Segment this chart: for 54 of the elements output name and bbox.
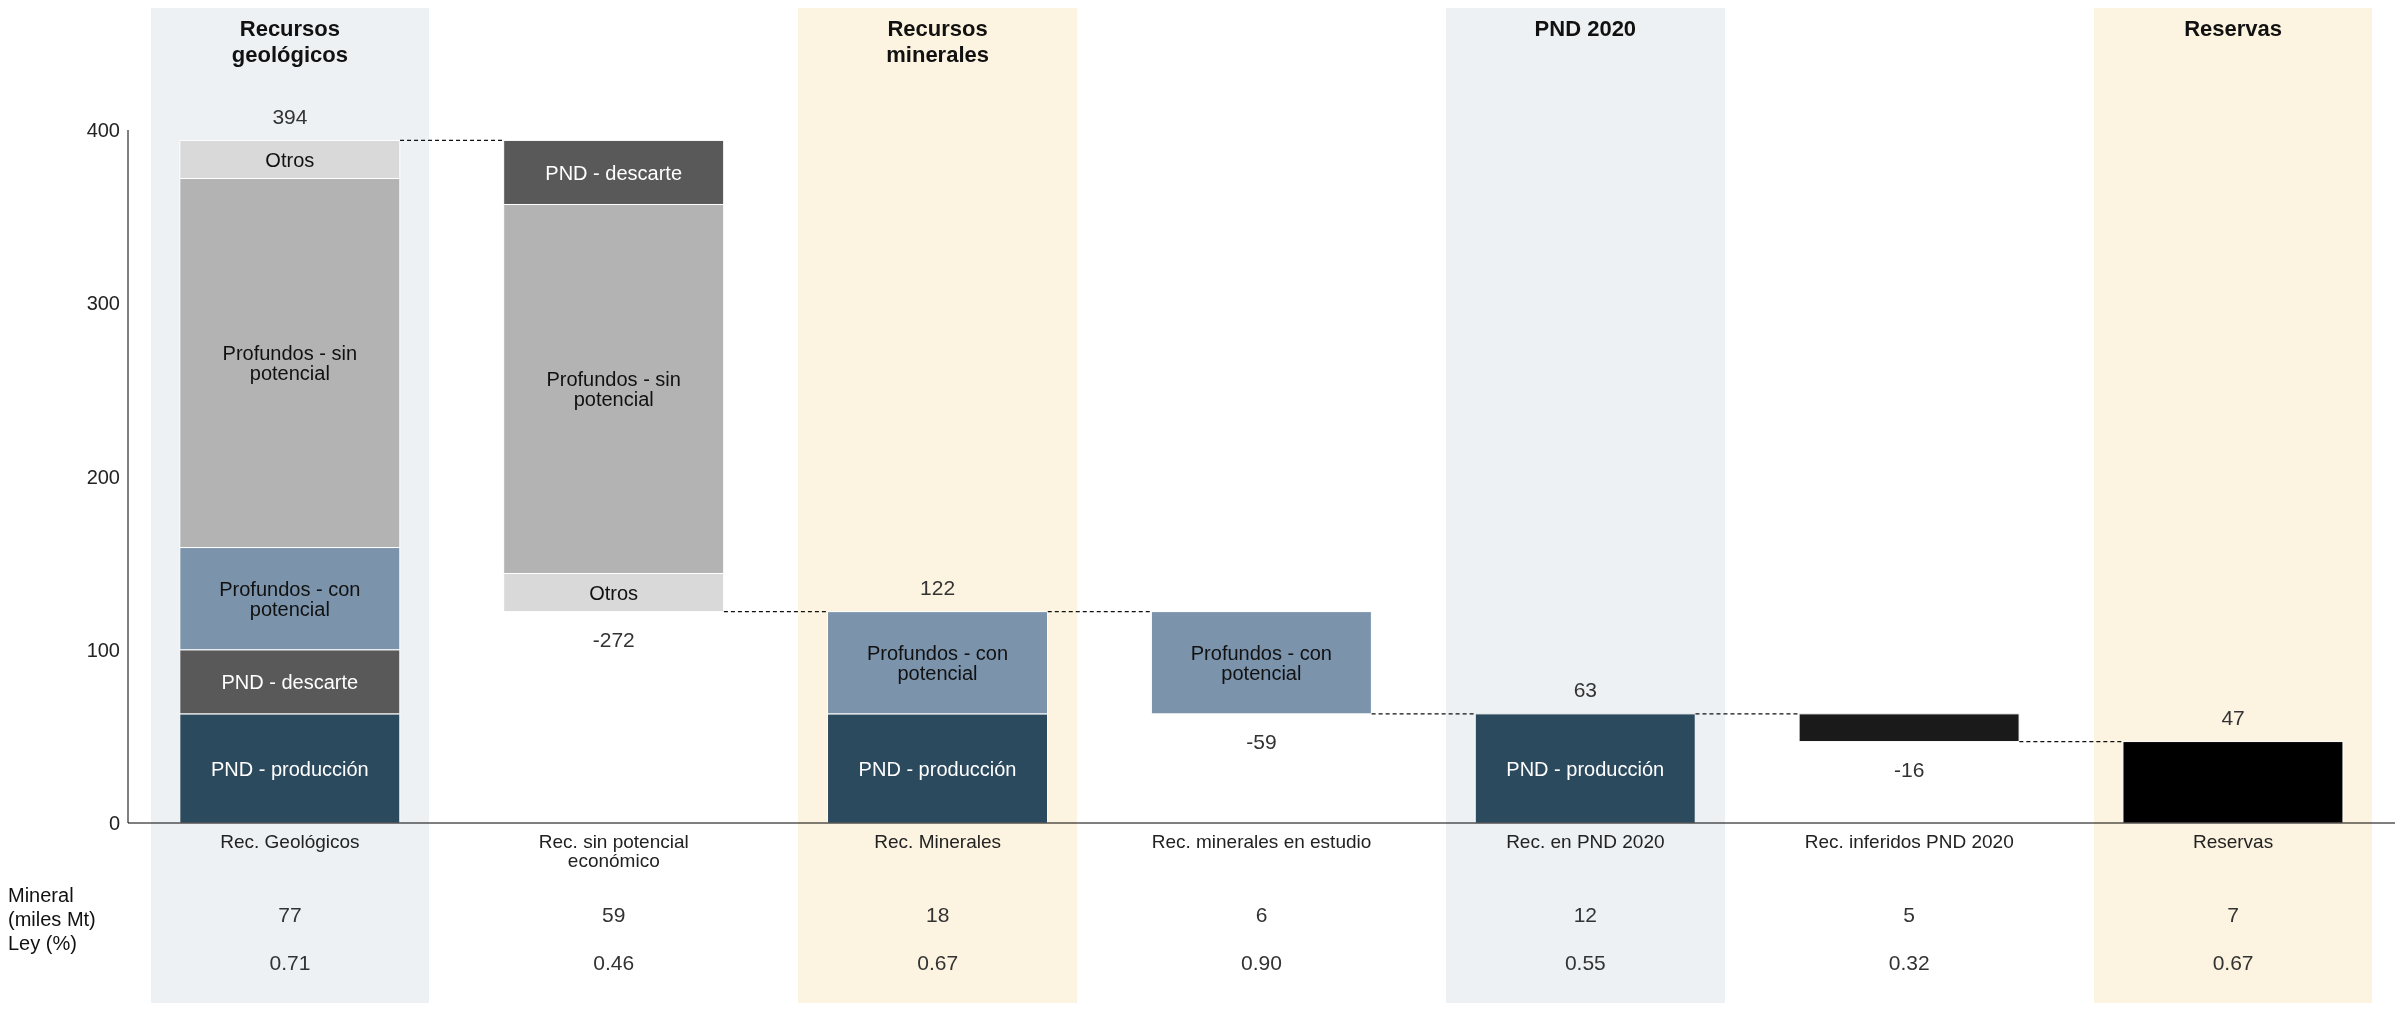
text: 18	[924, 903, 951, 927]
total-label: 394	[272, 104, 308, 128]
text: 0.67	[916, 951, 960, 975]
x-tick-label: Rec. Geológicos	[220, 831, 360, 853]
text: 6	[1254, 903, 1269, 927]
x-tick-label: Rec. inferidos PND 2020	[1804, 831, 2014, 853]
text: Profundos - con potencial	[1190, 641, 1332, 684]
text: Otros	[589, 581, 639, 604]
text: Ley (%)	[8, 931, 78, 955]
y-tick-label: 400	[86, 119, 120, 142]
total-label: 47	[2221, 706, 2245, 730]
text: 5	[1902, 903, 1917, 927]
text: 7	[2226, 903, 2240, 927]
total-label: -272	[592, 628, 635, 652]
series-label: Profundos - sin potencial	[222, 342, 358, 385]
band-label: Recursos minerales	[885, 16, 990, 68]
y-tick-label: 0	[108, 812, 120, 835]
text: PND - producción	[210, 757, 369, 780]
text: Profundos - sin potencial	[546, 368, 681, 411]
series-label: PND - descarte	[545, 161, 683, 184]
bar	[1474, 713, 1696, 823]
x-tick-label: Reservas	[2192, 831, 2274, 853]
text: 59	[601, 903, 627, 927]
text: PND - producción	[858, 757, 1017, 780]
total-label: 63	[1573, 678, 1598, 702]
text: 12	[1572, 903, 1598, 927]
text: Mineral (miles Mt)	[8, 883, 97, 931]
text: 0.67	[2211, 951, 2255, 975]
text: 77	[277, 903, 303, 927]
y-tick-label: 300	[86, 292, 120, 315]
band-label: Reservas	[2183, 16, 2283, 42]
y-tick-label: 100	[86, 638, 120, 661]
text: 0.90	[1240, 951, 1283, 975]
series-label: PND - producción	[1506, 757, 1665, 780]
total-label: 122	[920, 576, 956, 600]
x-tick-label: Rec. Minerales	[874, 831, 1001, 853]
text: 0.55	[1563, 951, 1607, 975]
text: 0.46	[592, 951, 636, 975]
bar	[1798, 713, 2020, 743]
total-label: -16	[1894, 758, 1925, 782]
band-label: Recursos geológicos	[230, 16, 349, 68]
text: 0.71	[268, 951, 312, 975]
text: PND - descarte	[221, 670, 359, 693]
text: 0.32	[1887, 951, 1931, 975]
band-label: PND 2020	[1533, 16, 1638, 42]
series-label: Profundos - con potencial	[219, 577, 361, 620]
x-tick-label: Rec. minerales en estudio	[1151, 831, 1372, 853]
total-label: -59	[1246, 730, 1277, 754]
x-tick-label: Rec. sin potencial económico	[538, 831, 689, 872]
y-tick-label: 200	[86, 465, 120, 488]
series-label: Otros	[265, 148, 315, 171]
x-tick-label: Rec. en PND 2020	[1506, 831, 1665, 853]
bar	[1150, 611, 1372, 715]
text: Profundos - con potencial	[866, 641, 1009, 684]
